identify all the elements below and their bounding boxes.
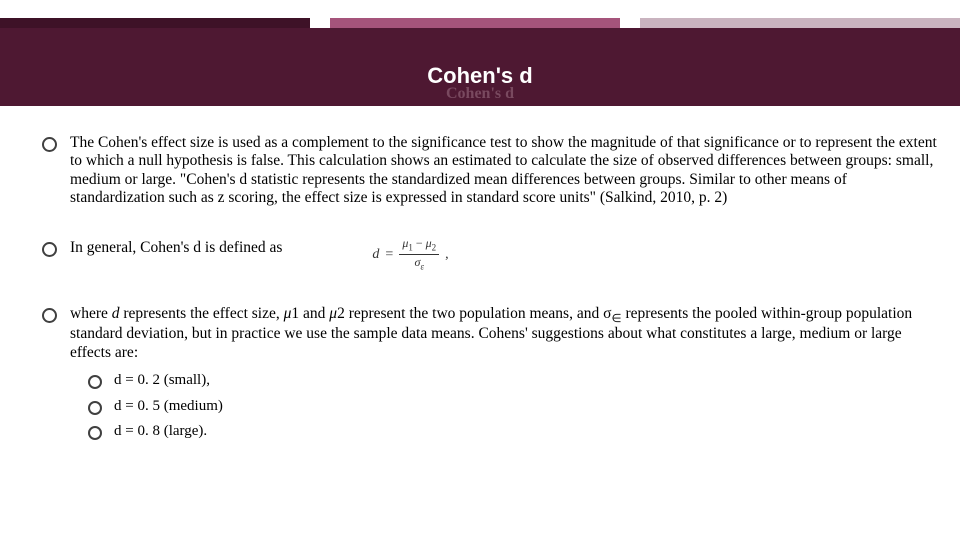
formula-fraction: μ1 − μ2 σε [399,237,439,273]
top-accent-bar [0,18,960,28]
sub-bullet-small: d = 0. 2 (small), [88,372,940,390]
bullet-text: The Cohen's effect size is used as a com… [70,134,937,206]
title-band: Cohen's d Cohen's d [0,28,960,106]
bullet-paragraph-2: In general, Cohen's d is defined as d = … [42,239,940,273]
top-bar-segment [640,18,960,28]
bullet-paragraph-1: The Cohen's effect size is used as a com… [42,134,940,207]
bullet-text: In general, Cohen's d is defined as [70,239,282,257]
formula-equals: = [385,247,393,264]
slide-title-shadow: Cohen's d [446,86,514,102]
formula-tail: , [445,247,449,264]
cohens-d-formula: d = μ1 − μ2 σε , [372,237,448,273]
top-bar-segment [620,18,640,28]
formula-lhs: d [372,247,379,264]
sub-bullet-medium: d = 0. 5 (medium) [88,398,940,416]
bullet-paragraph-3: where d represents the effect size, μ1 a… [42,305,940,441]
top-bar-segment [330,18,620,28]
slide-content: The Cohen's effect size is used as a com… [0,106,960,441]
sub-bullet-large: d = 0. 8 (large). [88,423,940,441]
top-bar-segment [0,18,310,28]
top-bar-segment [310,18,330,28]
